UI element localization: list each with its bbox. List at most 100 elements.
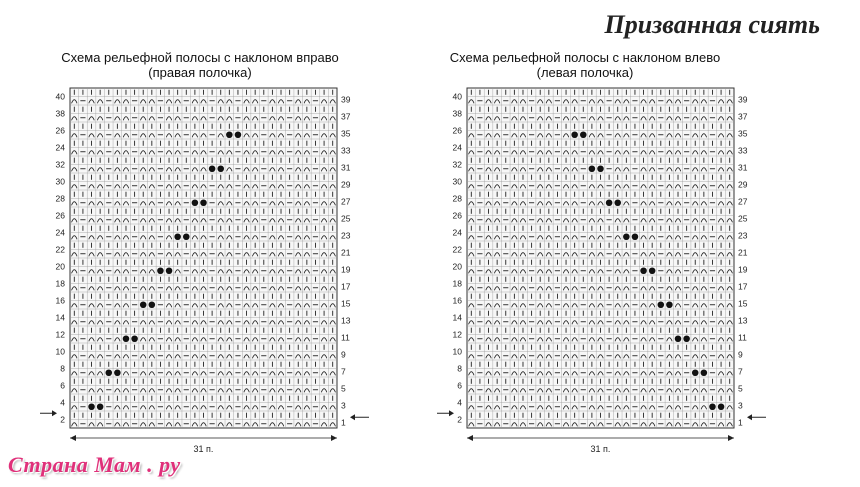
- stitch-arch: [588, 320, 596, 325]
- stitch-arch: [545, 167, 552, 172]
- stitch-arch: [303, 99, 310, 104]
- stitch-arch: [545, 235, 552, 240]
- stitch-arch: [148, 422, 155, 427]
- stitch-arch: [148, 133, 155, 138]
- stitch-arch: [562, 422, 570, 427]
- stitch-arch: [717, 354, 725, 359]
- stitch-arch: [494, 422, 501, 427]
- bobble-stitch: [157, 267, 164, 275]
- stitch-arch: [165, 252, 173, 257]
- stitch-arch: [320, 422, 328, 427]
- stitch-arch: [545, 133, 552, 138]
- stitch-arch: [252, 405, 259, 410]
- stitch-arch: [562, 167, 570, 172]
- row-label-left: 30: [56, 177, 66, 187]
- row-label-left: 6: [60, 381, 65, 391]
- stitch-arch: [666, 201, 673, 206]
- stitch-arch: [200, 337, 207, 342]
- stitch-arch: [243, 116, 250, 121]
- bobble-stitch: [208, 165, 216, 173]
- stitch-arch: [148, 167, 155, 172]
- stitch-arch: [97, 337, 104, 342]
- stitch-arch: [726, 337, 733, 342]
- stitch-arch: [320, 286, 328, 291]
- stitch-arch: [519, 388, 527, 393]
- stitch-arch: [700, 303, 707, 308]
- stitch-arch: [148, 405, 155, 410]
- stitch-arch: [571, 269, 578, 274]
- stitch-arch: [562, 133, 570, 138]
- stitch-arch: [468, 388, 475, 393]
- bobble-stitch: [700, 369, 708, 377]
- stitch-arch: [588, 405, 596, 410]
- stitch-arch: [269, 252, 276, 257]
- stitch-arch: [511, 150, 518, 155]
- stitch-arch: [537, 99, 544, 104]
- row-label-left: 24: [453, 143, 463, 153]
- stitch-arch: [468, 405, 475, 410]
- stitch-arch: [269, 320, 276, 325]
- bobble-stitch: [717, 403, 725, 411]
- stitch-arch: [303, 252, 310, 257]
- stitch-arch: [71, 286, 78, 291]
- chart-title-right-lean: Схема рельефной полосы с наклоном вправо…: [40, 50, 360, 80]
- stitch-arch: [562, 150, 570, 155]
- stitch-arch: [571, 422, 578, 427]
- stitch-arch: [148, 371, 155, 376]
- stitch-arch: [303, 235, 310, 240]
- stitch-arch: [303, 150, 310, 155]
- stitch-arch: [71, 201, 78, 206]
- stitch-arch: [571, 235, 578, 240]
- stitch-arch: [597, 99, 604, 104]
- stitch-arch: [174, 286, 181, 291]
- stitch-arch: [191, 150, 199, 155]
- stitch-arch: [649, 201, 656, 206]
- stitch-arch: [226, 320, 233, 325]
- stitch-arch: [674, 235, 682, 240]
- stitch-arch: [692, 303, 699, 308]
- stitch-arch: [88, 201, 95, 206]
- stitch-arch: [329, 388, 336, 393]
- stitch-arch: [614, 405, 621, 410]
- stitch-arch: [252, 422, 259, 427]
- stitch-arch: [140, 235, 147, 240]
- stitch-arch: [122, 133, 130, 138]
- stitch-arch: [200, 303, 207, 308]
- row-label-left: 26: [453, 126, 463, 136]
- stitch-arch: [329, 167, 336, 172]
- stitch-arch: [200, 150, 207, 155]
- stitch-arch: [148, 337, 155, 342]
- stitch-arch: [614, 422, 621, 427]
- stitch-arch: [640, 116, 647, 121]
- stitch-arch: [588, 269, 596, 274]
- dimension-arrowhead: [331, 435, 337, 441]
- stitch-arch: [191, 269, 199, 274]
- stitch-arch: [71, 337, 78, 342]
- stitch-arch: [597, 116, 604, 121]
- stitch-arch: [519, 116, 527, 121]
- stitch-arch: [320, 167, 328, 172]
- bobble-stitch: [226, 131, 233, 139]
- stitch-arch: [640, 235, 647, 240]
- stitch-arch: [726, 252, 733, 257]
- stitch-arch: [200, 286, 207, 291]
- stitch-arch: [494, 116, 501, 121]
- stitch-arch: [666, 422, 673, 427]
- stitch-arch: [71, 354, 78, 359]
- stitch-arch: [468, 269, 475, 274]
- stitch-arch: [71, 252, 78, 257]
- stitch-arch: [277, 167, 285, 172]
- stitch-arch: [122, 235, 130, 240]
- stitch-arch: [320, 371, 328, 376]
- stitch-arch: [226, 99, 233, 104]
- bobble-stitch: [105, 369, 113, 377]
- stitch-arch: [700, 150, 707, 155]
- bobble-stitch: [657, 301, 665, 309]
- stitch-arch: [674, 320, 682, 325]
- stitch-arch: [114, 116, 121, 121]
- stitch-arch: [485, 422, 492, 427]
- stitch-arch: [511, 337, 518, 342]
- row-label-left: 38: [453, 109, 463, 119]
- stitch-arch: [295, 133, 302, 138]
- stitch-arch: [114, 218, 121, 223]
